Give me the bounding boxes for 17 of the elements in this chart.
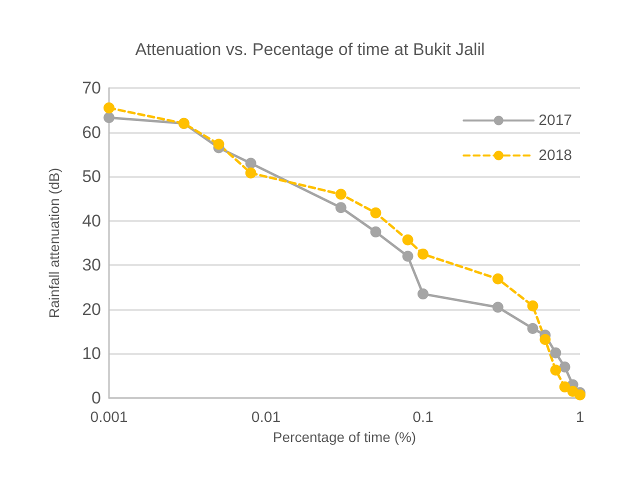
legend-label: 2018 — [538, 147, 572, 164]
x-axis-title: Percentage of time (%) — [272, 428, 416, 445]
y-tick-label: 40 — [82, 211, 101, 230]
x-tick-label: 0.1 — [412, 409, 434, 426]
y-tick-label: 30 — [82, 256, 101, 275]
x-tick-label: 1 — [576, 409, 584, 426]
chart-title: Attenuation vs. Pecentage of time at Bukit Jalil — [135, 40, 485, 59]
x-tick-label: 0.001 — [90, 409, 128, 426]
y-tick-label: 0 — [92, 388, 101, 408]
y-tick-label: 60 — [82, 122, 101, 142]
y-tick-label: 50 — [82, 167, 101, 186]
y-tick-label: 70 — [82, 78, 101, 98]
y-axis-title: Rainfall attenuation (dB) — [46, 168, 62, 318]
y-tick-label: 10 — [82, 344, 101, 364]
legend-label: 2017 — [538, 112, 572, 129]
y-tick-label: 20 — [82, 300, 101, 319]
x-tick-label: 0.01 — [251, 409, 281, 426]
